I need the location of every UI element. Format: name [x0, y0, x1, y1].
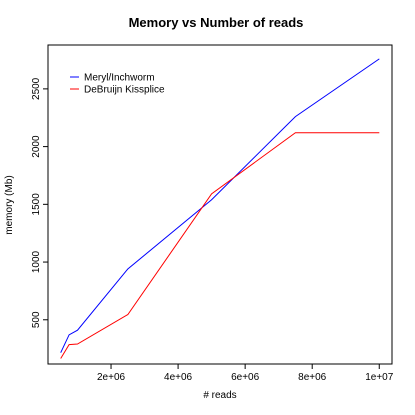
x-tick-label: 4e+06 [164, 372, 193, 383]
x-tick-label: 1e+07 [365, 372, 394, 383]
legend-label: DeBruijn Kissplice [84, 85, 165, 96]
chart-title: Memory vs Number of reads [129, 15, 304, 30]
y-axis-label: memory (Mb) [4, 175, 15, 234]
series-line-2 [60, 132, 380, 359]
y-tick-label: 1000 [31, 250, 42, 273]
series-line-1 [60, 58, 380, 353]
legend-label: Meryl/Inchworm [84, 73, 155, 84]
y-axis: 500 1000 1500 2000 2500 [31, 77, 48, 328]
series-lines [60, 58, 380, 359]
x-tick-label: 8e+06 [298, 372, 327, 383]
x-axis: 2e+06 4e+06 6e+06 8e+06 1e+07 [97, 364, 394, 383]
y-tick-label: 2500 [31, 77, 42, 100]
y-tick-label: 2000 [31, 135, 42, 158]
x-axis-label: # reads [203, 390, 236, 401]
y-tick-label: 500 [31, 311, 42, 328]
x-tick-label: 2e+06 [97, 372, 126, 383]
y-tick-label: 1500 [31, 193, 42, 216]
x-tick-label: 6e+06 [231, 372, 260, 383]
